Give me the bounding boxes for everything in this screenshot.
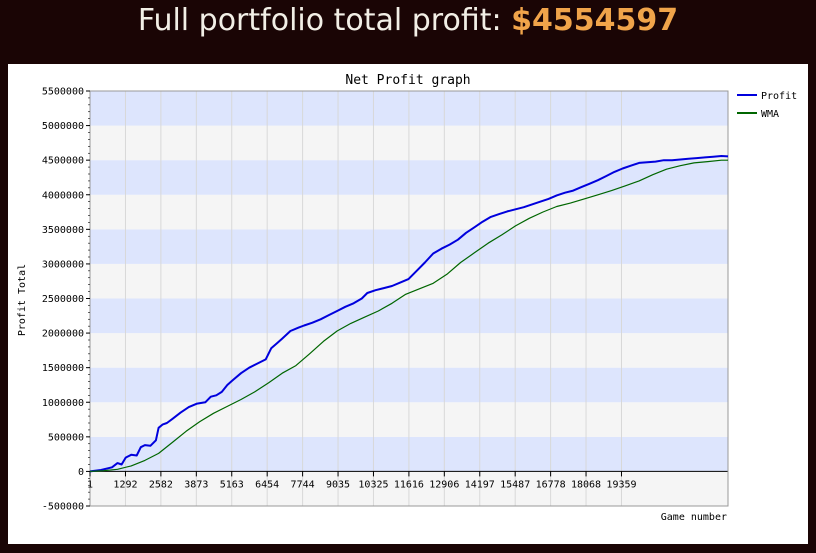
y-axis-ticks: -500000 0 500000 1000000 1500000 2000000 25000… — [42, 87, 90, 513]
x-axis-ticks: 1 1292 2582 3873 5163 6454 7744 9035 10325 11616 1… — [87, 471, 637, 490]
x-tick-label: 2582 — [149, 479, 173, 490]
portfolio-header: Full portfolio total profit: $4554597 — [0, 0, 816, 46]
x-tick-label: 10325 — [358, 479, 388, 490]
x-axis-label: Game number — [661, 512, 727, 523]
legend: Profit WMA — [737, 91, 797, 120]
y-tick-label: 0 — [78, 467, 84, 478]
x-tick-label: 11616 — [394, 479, 424, 490]
y-tick-label: 4500000 — [42, 156, 84, 167]
total-profit-value: $4554597 — [511, 3, 679, 38]
x-tick-label: 12906 — [429, 479, 459, 490]
vertical-gridlines — [90, 91, 728, 506]
y-axis-label: Profit Total — [17, 264, 28, 336]
y-tick-label: 500000 — [48, 432, 84, 443]
x-tick-label: 1292 — [113, 479, 137, 490]
series-lines — [89, 155, 729, 473]
chart-panel: Net Profit graph Profit Total Game numbe… — [8, 64, 808, 544]
x-tick-label: 5163 — [220, 479, 244, 490]
y-tick-label: 5500000 — [42, 87, 84, 98]
series-line-profit — [89, 155, 729, 473]
y-tick-label: 2500000 — [42, 294, 84, 305]
header-label: Full portfolio total profit: — [137, 3, 502, 38]
net-profit-chart: Net Profit graph Profit Total Game numbe… — [17, 73, 797, 523]
y-tick-label: 2000000 — [42, 329, 84, 340]
x-tick-label: 7744 — [291, 479, 315, 490]
x-tick-label: 9035 — [326, 479, 350, 490]
legend-label: WMA — [761, 109, 779, 120]
y-tick-label: 4000000 — [42, 190, 84, 201]
y-tick-label: 3500000 — [42, 225, 84, 236]
y-tick-label: 5000000 — [42, 121, 84, 132]
x-tick-label: 6454 — [255, 479, 279, 490]
x-tick-label: 16778 — [536, 479, 566, 490]
x-tick-label: 14197 — [465, 479, 495, 490]
x-tick-label: 1 — [87, 479, 93, 490]
y-tick-label: 1500000 — [42, 363, 84, 374]
x-tick-label: 19359 — [606, 479, 636, 490]
x-tick-label: 15487 — [500, 479, 530, 490]
x-tick-label: 3873 — [184, 479, 208, 490]
y-tick-label: -500000 — [42, 502, 84, 513]
y-tick-label: 1000000 — [42, 398, 84, 409]
series-line-wma — [89, 159, 728, 472]
x-tick-label: 18068 — [571, 479, 601, 490]
chart-title: Net Profit graph — [345, 73, 470, 88]
y-tick-label: 3000000 — [42, 259, 84, 270]
legend-label: Profit — [761, 91, 797, 102]
